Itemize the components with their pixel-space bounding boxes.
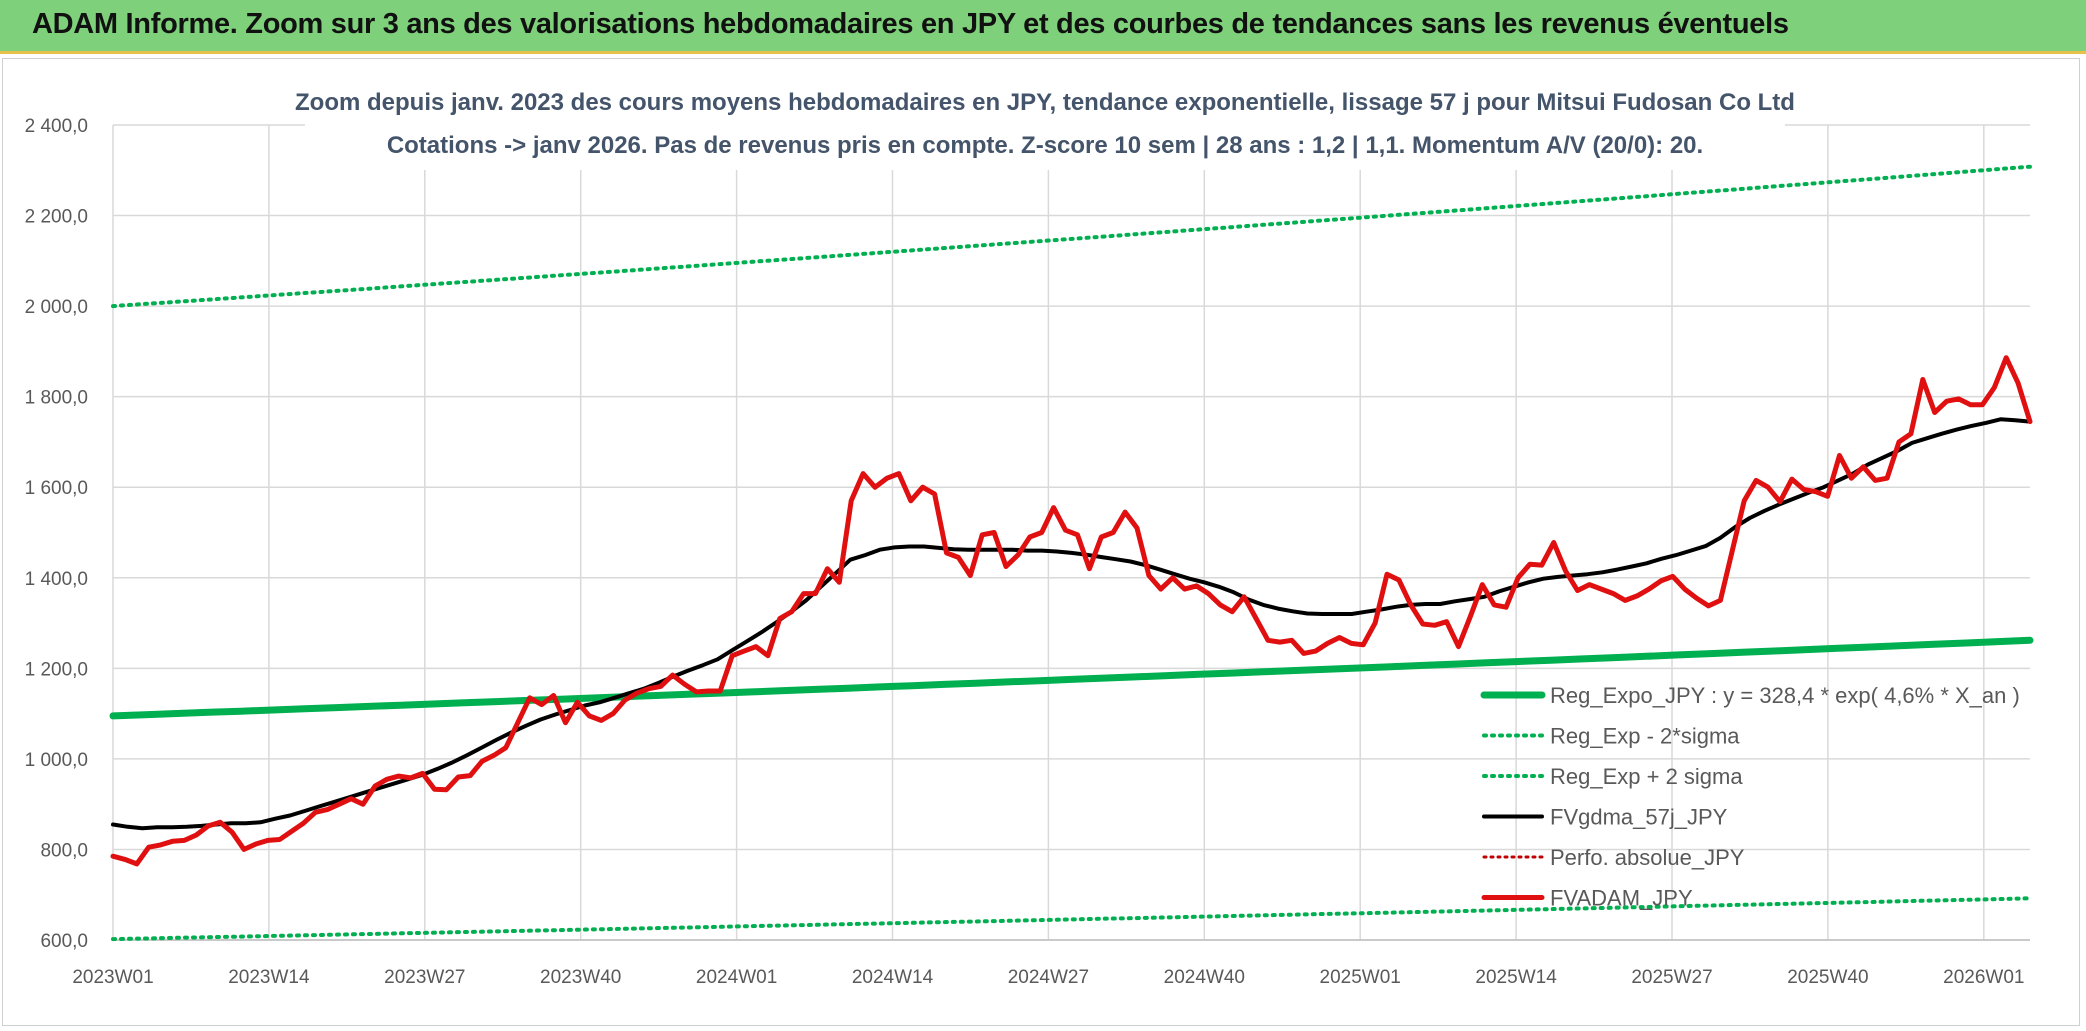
x-tick-label: 2024W40 [1164,967,1245,988]
x-tick-label: 2023W27 [384,967,465,988]
y-tick-label: 1 800,0 [25,388,88,409]
y-tick-label: 1 600,0 [25,478,88,499]
chart-subtitle: Cotations -> janv 2026. Pas de revenus p… [387,132,1703,159]
series-line-minus-2sigma [111,896,2032,942]
x-tick-label: 2023W40 [540,967,621,988]
legend-label: FVADAM_JPY [1550,886,1693,911]
x-tick-label: 2023W14 [228,967,310,988]
series-line-regression [109,636,2034,720]
y-tick-label: 600,0 [40,931,88,952]
legend-label: Reg_Expo_JPY : y = 328,4 * exp( 4,6% * X… [1550,683,2020,708]
x-tick-label: 2024W14 [852,967,934,988]
report-title: ADAM Informe. Zoom sur 3 ans des valoris… [32,8,1789,40]
y-axis: 2 400,0 2 200,0 2 000,0 1 800,0 1 600,0 1 400… [25,116,88,952]
y-tick-label: 1 200,0 [25,659,88,680]
x-tick-label: 2024W27 [1008,967,1089,988]
legend-label: Reg_Exp - 2*sigma [1550,724,1740,749]
series-line-fvadam [110,355,2033,867]
legend: Reg_Expo_JPY : y = 328,4 * exp( 4,6% * X… [1480,683,2020,911]
legend-label: Reg_Exp + 2 sigma [1550,764,1743,789]
x-tick-label: 2024W01 [696,967,777,988]
series-group [109,164,2034,942]
x-tick-label: 2026W01 [1943,967,2024,988]
x-tick-label: 2025W01 [1320,967,1401,988]
chart-container [2,58,2080,1026]
y-tick-label: 2 000,0 [25,297,88,318]
y-tick-label: 800,0 [40,840,88,861]
title-background [305,80,1785,170]
series-line-fvgdma [111,417,2032,831]
x-axis: 2023W01 2023W14 2023W27 2023W40 2024W01 2024W… [72,939,2030,988]
x-tick-label: 2025W14 [1475,967,1557,988]
y-tick-label: 2 400,0 [25,116,88,137]
report-header: ADAM Informe. Zoom sur 3 ans des valoris… [0,0,2086,54]
x-tick-label: 2025W27 [1631,967,1712,988]
y-tick-label: 2 200,0 [25,207,88,228]
y-tick-label: 1 400,0 [25,569,88,590]
series-line-plus-2sigma [111,164,2032,309]
legend-label: FVgdma_57j_JPY [1550,805,1728,830]
x-tick-label: 2023W01 [72,967,153,988]
y-tick-label: 1 000,0 [25,750,88,771]
x-tick-label: 2025W40 [1787,967,1868,988]
chart-title: Zoom depuis janv. 2023 des cours moyens … [295,89,1795,116]
legend-label: Perfo. absolue_JPY [1550,845,1745,870]
